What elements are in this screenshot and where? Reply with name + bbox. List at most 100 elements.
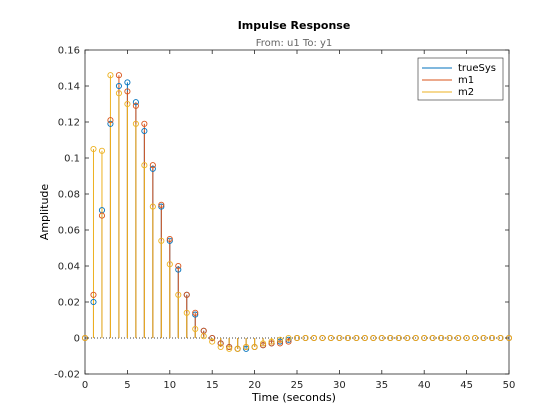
marker-m2 (336, 334, 343, 342)
x-tick-label: 25 (291, 380, 304, 391)
x-tick-label: 50 (503, 380, 516, 391)
marker-m1 (192, 309, 199, 316)
marker-m2 (192, 325, 199, 333)
marker-m2 (412, 334, 419, 342)
x-tick-label: 35 (375, 380, 388, 391)
marker-m2 (149, 203, 156, 210)
marker-m2 (446, 334, 453, 342)
y-tick-label: 0.16 (58, 46, 80, 57)
y-axis-label: Amplitude (38, 184, 51, 241)
marker-m2 (166, 261, 173, 268)
marker-m1 (166, 235, 173, 243)
marker-m1 (260, 342, 267, 349)
marker-m1 (268, 340, 275, 347)
x-tick-label: 45 (460, 380, 473, 391)
marker-m2 (344, 334, 351, 342)
marker-truesys (285, 336, 292, 343)
marker-m2 (404, 334, 411, 342)
marker-m1 (226, 343, 233, 351)
marker-m2 (183, 309, 190, 316)
y-ticks: -0.02 0 0.02 0.04 0.06 0.08 0.1 0.12 0.14 0.16 (54, 46, 509, 381)
marker-m2 (438, 334, 445, 342)
marker-m2 (141, 162, 148, 169)
marker-m2 (132, 120, 139, 127)
marker-truesys (107, 120, 114, 127)
x-tick-label: 5 (124, 380, 130, 391)
marker-m2 (429, 334, 436, 342)
marker-m2 (90, 145, 97, 153)
axes-box (84, 49, 510, 375)
marker-m2 (276, 336, 284, 343)
marker-truesys (158, 203, 165, 210)
y-tick-label: 0.06 (58, 226, 80, 237)
legend-label-m1: m1 (458, 75, 474, 86)
marker-truesys (132, 99, 139, 106)
chart-subtitle: From: u1 To: y1 (256, 38, 333, 49)
marker-m1 (90, 291, 97, 298)
marker-m2 (209, 338, 216, 345)
stems-layer (92, 75, 290, 349)
marker-truesys (243, 345, 250, 352)
legend: trueSys m1 m2 (417, 57, 504, 101)
marker-m2 (285, 334, 292, 342)
marker-m2 (293, 334, 301, 342)
x-tick-label: 15 (206, 380, 219, 391)
marker-m2 (98, 147, 106, 154)
marker-truesys (141, 127, 148, 135)
x-tick-label: 30 (333, 380, 346, 391)
y-tick-label: 0.08 (58, 190, 80, 201)
marker-m2 (158, 237, 165, 244)
marker-truesys (175, 266, 182, 273)
x-tick-label: 40 (418, 380, 431, 391)
marker-m2 (302, 334, 309, 342)
marker-m2 (370, 334, 377, 342)
marker-m2 (243, 343, 250, 351)
y-tick-label: 0 (74, 334, 80, 345)
y-tick-label: 0.04 (58, 262, 80, 273)
marker-m1 (124, 88, 131, 95)
x-tick-label: 0 (82, 380, 88, 391)
marker-m2 (378, 334, 385, 342)
marker-m1 (115, 72, 122, 79)
marker-m1 (276, 340, 284, 347)
marker-m2 (268, 338, 275, 345)
marker-m1 (217, 340, 224, 347)
marker-truesys (276, 338, 284, 345)
marker-m2 (472, 334, 479, 342)
marker-m2 (361, 334, 368, 342)
marker-m1 (285, 338, 292, 345)
marker-m2 (497, 334, 504, 342)
marker-m2 (124, 100, 131, 108)
marker-m1 (158, 201, 165, 208)
y-tick-label: 0.14 (58, 82, 80, 93)
marker-truesys (192, 311, 199, 318)
marker-truesys (149, 165, 156, 172)
marker-m2 (488, 334, 496, 342)
marker-m2 (480, 334, 487, 342)
marker-m2 (327, 334, 334, 342)
y-tick-label: 0.1 (64, 154, 80, 165)
marker-m2 (217, 343, 224, 351)
legend-box (417, 57, 504, 101)
marker-m1 (183, 291, 190, 298)
marker-m2 (251, 343, 258, 351)
marker-m2 (234, 345, 241, 352)
y-tick-label: 0.02 (58, 298, 80, 309)
legend-label-truesys: trueSys (458, 63, 496, 74)
marker-m2 (319, 334, 326, 342)
marker-m1 (149, 162, 156, 169)
marker-m1 (132, 102, 139, 109)
marker-m2 (115, 90, 122, 97)
chart-title: Impulse Response (238, 19, 351, 32)
marker-truesys (115, 82, 122, 90)
marker-m2 (175, 291, 182, 298)
marker-truesys (124, 79, 131, 86)
marker-m2 (226, 345, 233, 352)
markers-layer (81, 72, 513, 352)
marker-m2 (455, 334, 462, 342)
marker-m1 (98, 212, 106, 219)
x-tick-label: 10 (163, 380, 176, 391)
marker-m2 (463, 334, 470, 342)
marker-m2 (353, 334, 360, 342)
